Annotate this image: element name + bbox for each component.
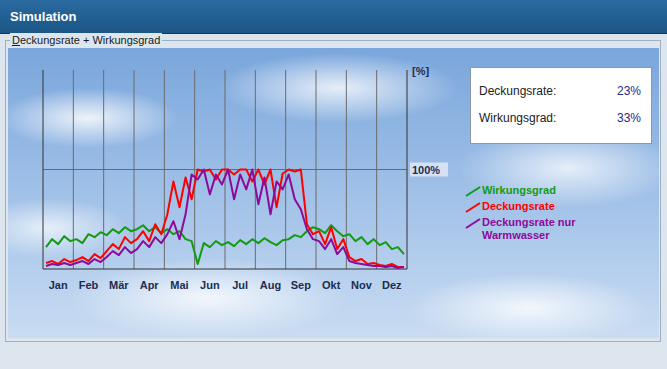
- legend-icon: [464, 216, 482, 229]
- series-line: [46, 170, 404, 268]
- title-bar: Simulation: [0, 0, 667, 34]
- x-tick-label: Mai: [170, 279, 188, 291]
- y-axis-label: [%]: [412, 65, 429, 77]
- legend-label: Deckungsrate: [482, 200, 577, 213]
- summary-value: 33%: [617, 111, 641, 125]
- legend-item: Wirkungsgrad: [464, 184, 577, 197]
- legend-label: Wirkungsgrad: [482, 184, 577, 197]
- legend-swatch: [466, 219, 480, 228]
- x-tick-label: Jul: [232, 279, 248, 291]
- x-tick-label: Mär: [109, 279, 129, 291]
- x-tick-label: Jun: [200, 279, 220, 291]
- x-tick-label: Okt: [322, 279, 341, 291]
- legend-swatch: [466, 203, 480, 212]
- legend-icon: [464, 184, 482, 197]
- legend-icon: [464, 200, 482, 213]
- x-tick-label: Jan: [49, 279, 68, 291]
- x-axis: [43, 269, 407, 270]
- tick-label-bg: [410, 163, 448, 177]
- group-label: Deckungsrate + Wirkungsgrad: [10, 33, 162, 47]
- y-axis: [43, 70, 44, 269]
- legend-label: Deckungsrate nur Warmwasser: [482, 216, 577, 242]
- y-tick-label: 100%: [412, 164, 440, 176]
- legend-swatch: [466, 187, 480, 196]
- legend: Wirkungsgrad Deckungsrate Deckungsrate nur…: [464, 184, 577, 245]
- series-group: [46, 170, 404, 269]
- window-title: Simulation: [10, 9, 76, 24]
- x-tick-label: Aug: [260, 279, 281, 291]
- series-line: [46, 170, 404, 269]
- summary-box: Deckungsrate: 23% Wirkungsgrad: 33%: [470, 67, 652, 144]
- legend-item: Deckungsrate nur Warmwasser: [464, 216, 577, 242]
- y-axis-right: [407, 70, 408, 269]
- summary-label: Wirkungsgrad:: [479, 111, 556, 125]
- legend-item: Deckungsrate: [464, 200, 577, 213]
- x-tick-label: Sep: [291, 279, 311, 291]
- x-tick-label: Apr: [140, 279, 160, 291]
- x-tick-label: Feb: [79, 279, 99, 291]
- x-tick-label: Nov: [351, 279, 373, 291]
- x-tick-label: Dez: [382, 279, 402, 291]
- summary-value: 23%: [617, 84, 641, 98]
- chart: 100% [%] Jan Feb Mär Apr Mai Jun Jul Aug Sep Okt Nov…: [0, 0, 667, 369]
- summary-label: Deckungsrate:: [479, 84, 556, 98]
